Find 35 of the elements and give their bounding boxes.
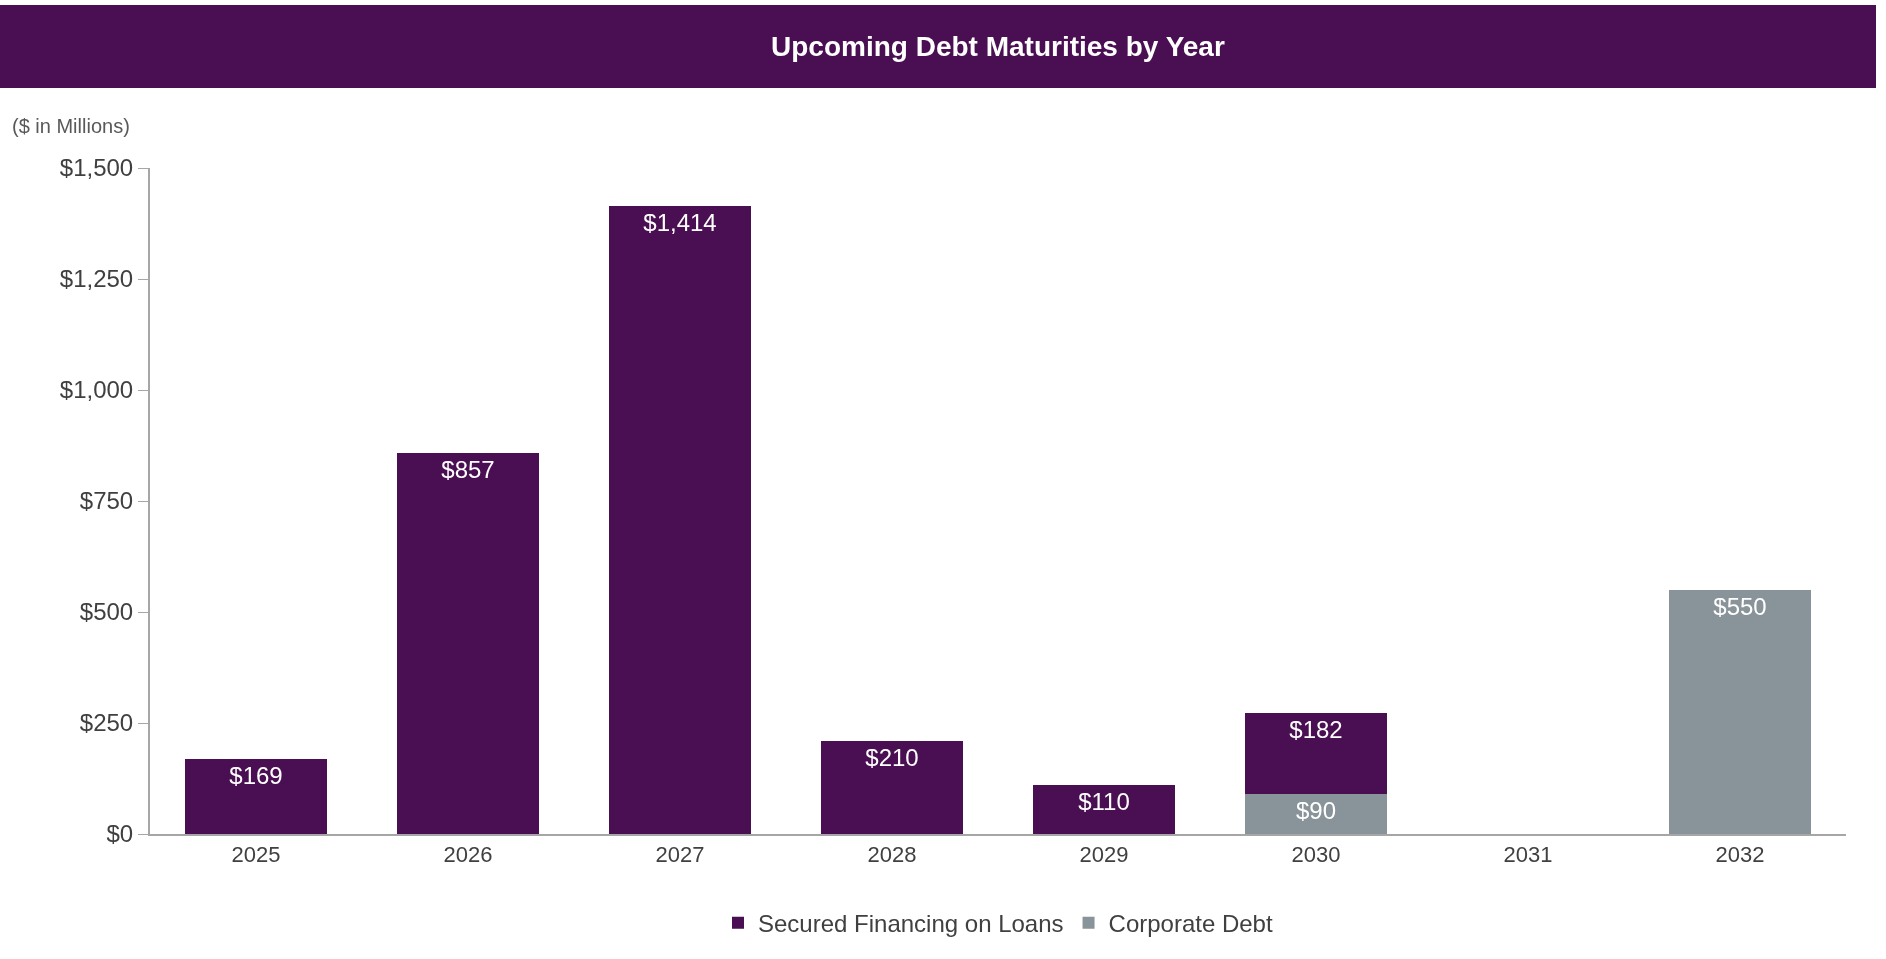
- legend-label: Secured Financing on Loans: [758, 910, 1064, 938]
- bar: [396, 453, 540, 834]
- data-label: $210: [865, 743, 919, 771]
- x-tick-label: 2027: [655, 842, 705, 868]
- bar: [1032, 785, 1176, 834]
- data-label: $110: [1078, 788, 1130, 816]
- bar: [1244, 713, 1388, 795]
- y-tick-label: $250: [79, 709, 134, 737]
- data-label: $1,414: [643, 209, 717, 237]
- bar: [608, 206, 752, 834]
- y-tick-label: $1,000: [59, 376, 134, 404]
- bar: [820, 740, 964, 834]
- chart-title: Upcoming Debt Maturities by Year: [771, 31, 1225, 62]
- x-tick-label: 2030: [1291, 842, 1341, 868]
- data-label: $550: [1713, 592, 1767, 620]
- bar: [184, 758, 328, 834]
- y-axis-title: ($ in Millions): [12, 115, 130, 137]
- data-label: $169: [229, 761, 283, 789]
- x-tick-label: 2026: [443, 842, 493, 868]
- y-tick-label: $1,250: [59, 265, 134, 293]
- bar: [1244, 794, 1388, 834]
- data-label: $857: [441, 456, 495, 484]
- x-tick-label: 2032: [1715, 842, 1765, 868]
- data-label: $90: [1295, 797, 1337, 825]
- y-tick-label: $750: [79, 487, 134, 515]
- x-tick-label: 2025: [231, 842, 281, 868]
- y-tick-label: $1,500: [59, 154, 134, 182]
- y-tick-label: $0: [106, 820, 134, 848]
- bar: [1668, 589, 1812, 834]
- y-tick-label: $500: [79, 598, 134, 626]
- legend-label: Corporate Debt: [1108, 910, 1273, 938]
- x-tick-label: 2028: [867, 842, 917, 868]
- x-tick-label: 2031: [1503, 842, 1553, 868]
- x-tick-label: 2029: [1079, 842, 1129, 868]
- data-label: $182: [1289, 716, 1343, 744]
